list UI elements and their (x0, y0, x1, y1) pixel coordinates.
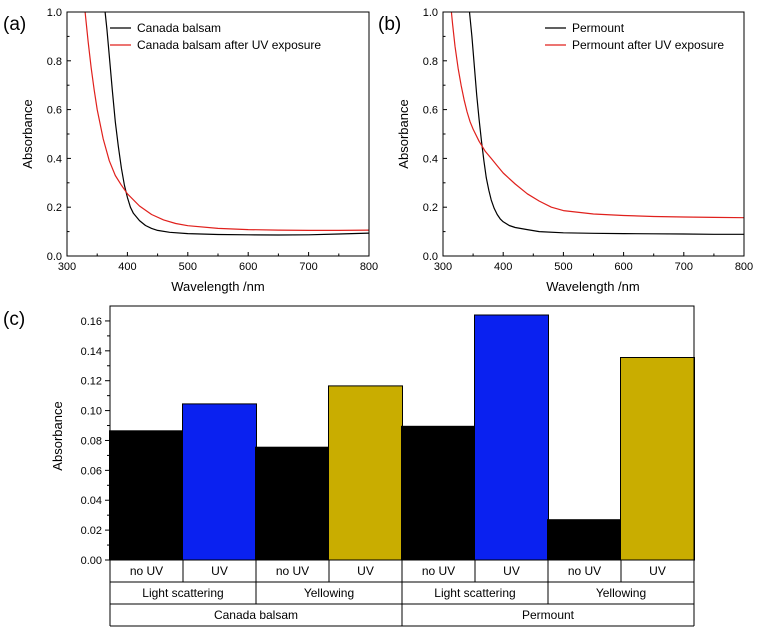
legend-text: Permount (572, 21, 625, 35)
category-label: no UV (568, 564, 601, 578)
panel-b-plot (450, 11, 745, 235)
panel-b-frame (442, 11, 745, 257)
y-tick-label: 0.6 (423, 105, 438, 117)
x-tick-label: 300 (58, 261, 76, 273)
bar (328, 385, 403, 561)
y-tick-label: 0.8 (423, 56, 438, 68)
panel-b-xlabel: Wavelength /nm (546, 279, 639, 294)
bar (109, 430, 184, 561)
y-tick-label: 0.04 (81, 495, 102, 507)
x-tick-label: 400 (494, 261, 512, 273)
panel-b: (b) Wavelength /nm Absorbance Permount P… (378, 7, 753, 294)
y-tick-label: 0.12 (81, 376, 102, 388)
sample-label: Canada balsam (214, 608, 298, 622)
y-tick-label: 0.0 (423, 251, 438, 263)
panel-c-ticks: 0.00 0.02 0.04 0.06 0.08 0.10 0.12 0.14 0.16 (81, 316, 110, 567)
y-tick-label: 0.14 (81, 346, 102, 358)
bar (620, 357, 695, 561)
series-line-sample (104, 11, 370, 236)
y-tick-label: 0.16 (81, 316, 102, 328)
x-tick-label: 700 (299, 261, 317, 273)
legend-text: Canada balsam (137, 21, 221, 35)
panel-c-frame (109, 305, 695, 561)
category-label: no UV (422, 564, 455, 578)
panel-a: (a) Wavelength /nm Absorbance Canada bal… (3, 7, 378, 294)
x-tick-label: 600 (614, 261, 632, 273)
panel-a-label: (a) (3, 14, 26, 35)
group-label: Yellowing (304, 586, 354, 600)
bar (474, 314, 549, 561)
y-tick-label: 0.08 (81, 435, 102, 447)
panel-a-ylabel: Absorbance (20, 99, 35, 168)
category-label: UV (649, 564, 666, 578)
category-label: UV (503, 564, 520, 578)
group-label: Yellowing (596, 586, 646, 600)
legend-text: Canada balsam after UV exposure (137, 38, 321, 52)
category-label: UV (357, 564, 374, 578)
y-tick-label: 0.6 (47, 105, 62, 117)
y-tick-label: 1.0 (47, 7, 62, 19)
panel-c-categories: no UV UV no UV UV no UV UV no UV UV Light scatte… (109, 560, 695, 627)
panel-a-ticks: 300 400 500 600 700 800 0.0 0.2 0.4 0.6 0.8 1.0 (47, 7, 378, 273)
y-tick-label: 1.0 (423, 7, 438, 19)
panel-c-ylabel: Absorbance (50, 401, 65, 470)
group-label: Light scattering (434, 586, 515, 600)
category-label: no UV (276, 564, 309, 578)
panel-b-label: (b) (378, 14, 401, 35)
x-tick-label: 400 (118, 261, 136, 273)
sample-label: Permount (522, 608, 575, 622)
bar (547, 519, 622, 561)
y-tick-label: 0.4 (47, 153, 62, 165)
series-line-after-uv (450, 11, 745, 219)
x-tick-label: 600 (239, 261, 257, 273)
panel-b-ylabel: Absorbance (396, 99, 411, 168)
y-tick-label: 0.2 (423, 202, 438, 214)
y-tick-label: 0.10 (81, 406, 102, 418)
bar (182, 403, 257, 561)
y-tick-label: 0.4 (423, 153, 438, 165)
panel-c: (c) Absorbance 0.000.020.040.060.080.100… (3, 305, 695, 627)
panel-a-frame (66, 11, 370, 257)
x-tick-label: 500 (179, 261, 197, 273)
panel-b-ticks: 300 400 500 600 700 800 0.0 0.2 0.4 0.6 0.8 1.0 (423, 7, 753, 273)
y-tick-label: 0.00 (81, 555, 102, 567)
panel-c-label: (c) (3, 309, 25, 330)
panel-a-plot (84, 11, 370, 236)
category-label: no UV (130, 564, 163, 578)
y-tick-label: 0.02 (81, 525, 102, 537)
x-tick-label: 300 (434, 261, 452, 273)
y-tick-label: 0.06 (81, 465, 102, 477)
category-label: UV (211, 564, 228, 578)
x-tick-label: 700 (675, 261, 693, 273)
x-tick-label: 800 (360, 261, 378, 273)
bar (255, 446, 330, 561)
x-tick-label: 800 (735, 261, 753, 273)
panel-a-xlabel: Wavelength /nm (171, 279, 264, 294)
group-label: Light scattering (142, 586, 223, 600)
y-tick-label: 0.0 (47, 251, 62, 263)
x-tick-label: 500 (554, 261, 572, 273)
series-line-sample (468, 11, 744, 235)
legend-text: Permount after UV exposure (572, 38, 724, 52)
bar (401, 425, 476, 561)
series-line-after-uv (84, 11, 370, 231)
y-tick-label: 0.8 (47, 56, 62, 68)
panel-c-plot (109, 314, 695, 561)
y-tick-label: 0.2 (47, 202, 62, 214)
